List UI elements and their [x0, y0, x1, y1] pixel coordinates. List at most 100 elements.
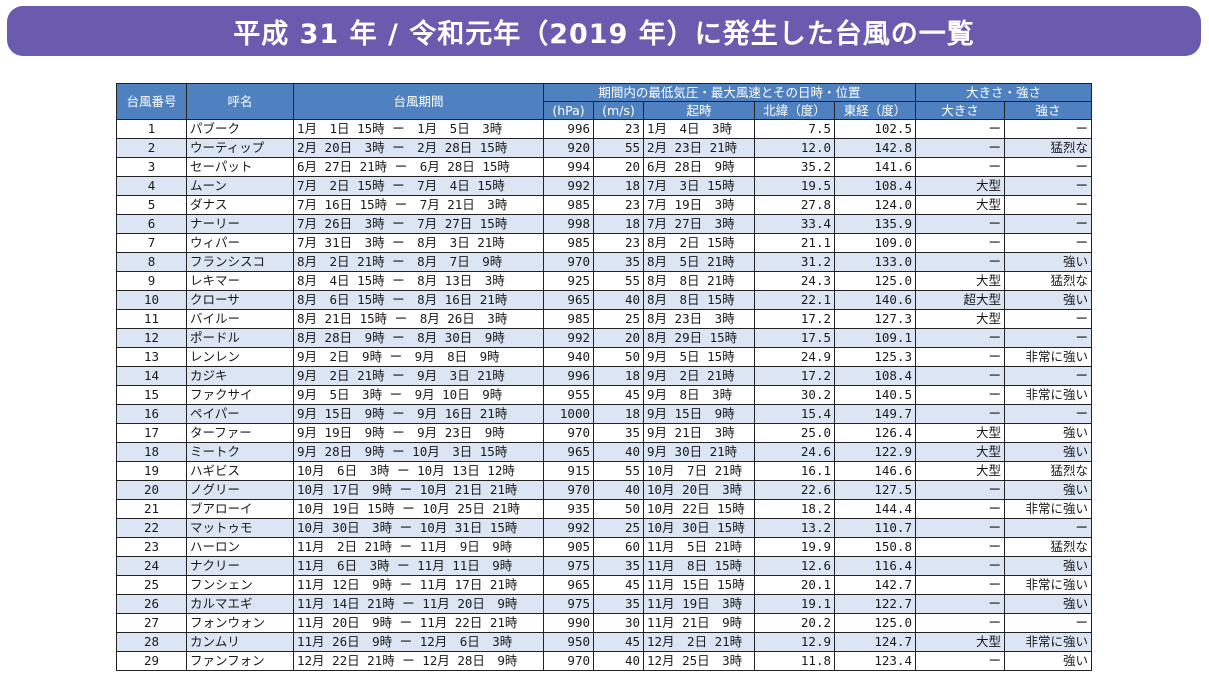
cell-size: 大型: [915, 632, 1005, 652]
table-row: 22 マットゥモ 10月 30日 3時 ー 10月 31日 15時 992 25 10月 …: [116, 518, 1092, 538]
cell-wind: 25: [593, 309, 644, 329]
cell-number: 27: [116, 613, 187, 633]
cell-size: 大型: [915, 176, 1005, 196]
cell-lat: 17.2: [754, 309, 835, 329]
cell-lat: 33.4: [754, 214, 835, 234]
cell-strength: ー: [1004, 157, 1092, 177]
cell-wind: 40: [593, 290, 644, 310]
cell-pressure: 920: [543, 138, 594, 158]
header-period: 台風期間: [293, 83, 544, 120]
cell-period: 10月 30日 3時 ー 10月 31日 15時: [293, 518, 544, 538]
cell-period: 8月 6日 15時 ー 8月 16日 21時: [293, 290, 544, 310]
cell-number: 5: [116, 195, 187, 215]
cell-name: ウーティップ: [186, 138, 294, 158]
cell-strength: 非常に強い: [1004, 347, 1092, 367]
cell-strength: ー: [1004, 309, 1092, 329]
cell-lat: 19.9: [754, 537, 835, 557]
cell-strength: 非常に強い: [1004, 499, 1092, 519]
cell-pressure: 965: [543, 290, 594, 310]
cell-pressure: 925: [543, 271, 594, 291]
table-row: 5 ダナス 7月 16日 15時 ー 7月 21日 3時 985 23 7月 19日 3時…: [116, 195, 1092, 215]
cell-lat: 12.0: [754, 138, 835, 158]
cell-strength: ー: [1004, 404, 1092, 424]
cell-size: 大型: [915, 423, 1005, 443]
cell-time: 7月 3日 15時: [643, 176, 755, 196]
cell-wind: 20: [593, 157, 644, 177]
table-row: 17 ターファー 9月 19日 9時 ー 9月 23日 9時 970 35 9月 21日 …: [116, 423, 1092, 443]
cell-pressure: 1000: [543, 404, 594, 424]
cell-wind: 40: [593, 651, 644, 671]
cell-time: 7月 27日 3時: [643, 214, 755, 234]
cell-size: ー: [915, 404, 1005, 424]
cell-pressure: 970: [543, 651, 594, 671]
header-wind-unit: (m/s): [593, 101, 644, 120]
cell-time: 11月 8日 15時: [643, 556, 755, 576]
cell-size: ー: [915, 157, 1005, 177]
cell-lon: 142.8: [834, 138, 916, 158]
cell-period: 2月 20日 3時 ー 2月 28日 15時: [293, 138, 544, 158]
table-row: 29 ファンフォン 12月 22日 21時 ー 12月 28日 9時 970 40 12月…: [116, 651, 1092, 671]
table-row: 10 クローサ 8月 6日 15時 ー 8月 16日 21時 965 40 8月 8日 1…: [116, 290, 1092, 310]
cell-name: ミートク: [186, 442, 294, 462]
cell-lat: 24.9: [754, 347, 835, 367]
cell-wind: 45: [593, 632, 644, 652]
cell-strength: ー: [1004, 518, 1092, 538]
cell-strength: 強い: [1004, 556, 1092, 576]
table-row: 7 ウィパー 7月 31日 3時 ー 8月 3日 21時 985 23 8月 2日 15時…: [116, 233, 1092, 253]
cell-time: 10月 20日 3時: [643, 480, 755, 500]
cell-lat: 31.2: [754, 252, 835, 272]
cell-size: ー: [915, 214, 1005, 234]
cell-time: 10月 22日 15時: [643, 499, 755, 519]
cell-number: 1: [116, 119, 187, 139]
cell-period: 6月 27日 21時 ー 6月 28日 15時: [293, 157, 544, 177]
table-body: 1 パブーク 1月 1日 15時 ー 1月 5日 3時 996 23 1月 4日 3時 7.…: [116, 119, 1092, 671]
cell-pressure: 970: [543, 480, 594, 500]
table-row: 24 ナクリー 11月 6日 3時 ー 11月 11日 9時 975 35 11月 8日 …: [116, 556, 1092, 576]
cell-strength: 強い: [1004, 594, 1092, 614]
cell-name: カンムリ: [186, 632, 294, 652]
cell-name: カルマエギ: [186, 594, 294, 614]
cell-size: ー: [915, 499, 1005, 519]
cell-pressure: 975: [543, 556, 594, 576]
cell-lon: 108.4: [834, 366, 916, 386]
cell-pressure: 970: [543, 252, 594, 272]
cell-lat: 17.2: [754, 366, 835, 386]
cell-strength: 猛烈な: [1004, 537, 1092, 557]
cell-strength: 強い: [1004, 480, 1092, 500]
cell-number: 4: [116, 176, 187, 196]
cell-strength: ー: [1004, 119, 1092, 139]
table-row: 8 フランシスコ 8月 2日 21時 ー 8月 7日 9時 970 35 8月 5日 21…: [116, 252, 1092, 272]
cell-size: ー: [915, 556, 1005, 576]
cell-name: ダナス: [186, 195, 294, 215]
cell-size: ー: [915, 575, 1005, 595]
cell-lon: 124.0: [834, 195, 916, 215]
cell-name: マットゥモ: [186, 518, 294, 538]
cell-pressure: 940: [543, 347, 594, 367]
cell-number: 10: [116, 290, 187, 310]
cell-wind: 30: [593, 613, 644, 633]
cell-lon: 140.5: [834, 385, 916, 405]
cell-name: ターファー: [186, 423, 294, 443]
cell-wind: 50: [593, 499, 644, 519]
table-row: 21 ブアローイ 10月 19日 15時 ー 10月 25日 21時 935 50 10月…: [116, 499, 1092, 519]
cell-size: ー: [915, 138, 1005, 158]
cell-number: 3: [116, 157, 187, 177]
table-row: 11 バイルー 8月 21日 15時 ー 8月 26日 3時 985 25 8月 23日 …: [116, 309, 1092, 329]
cell-size: ー: [915, 518, 1005, 538]
cell-name: カジキ: [186, 366, 294, 386]
table-row: 16 ペイパー 9月 15日 9時 ー 9月 16日 21時 1000 18 9月 15日…: [116, 404, 1092, 424]
cell-time: 6月 28日 9時: [643, 157, 755, 177]
cell-wind: 55: [593, 461, 644, 481]
cell-lat: 12.9: [754, 632, 835, 652]
cell-size: ー: [915, 480, 1005, 500]
cell-number: 29: [116, 651, 187, 671]
cell-lon: 140.6: [834, 290, 916, 310]
page-title: 平成 31 年 / 令和元年（2019 年）に発生した台風の一覧: [7, 6, 1201, 56]
table-row: 12 ポードル 8月 28日 9時 ー 8月 30日 9時 992 20 8月 29日 1…: [116, 328, 1092, 348]
cell-pressure: 994: [543, 157, 594, 177]
cell-lat: 19.5: [754, 176, 835, 196]
cell-period: 9月 5日 3時 ー 9月 10日 9時: [293, 385, 544, 405]
cell-period: 10月 19日 15時 ー 10月 25日 21時: [293, 499, 544, 519]
cell-period: 8月 4日 15時 ー 8月 13日 3時: [293, 271, 544, 291]
cell-pressure: 996: [543, 366, 594, 386]
